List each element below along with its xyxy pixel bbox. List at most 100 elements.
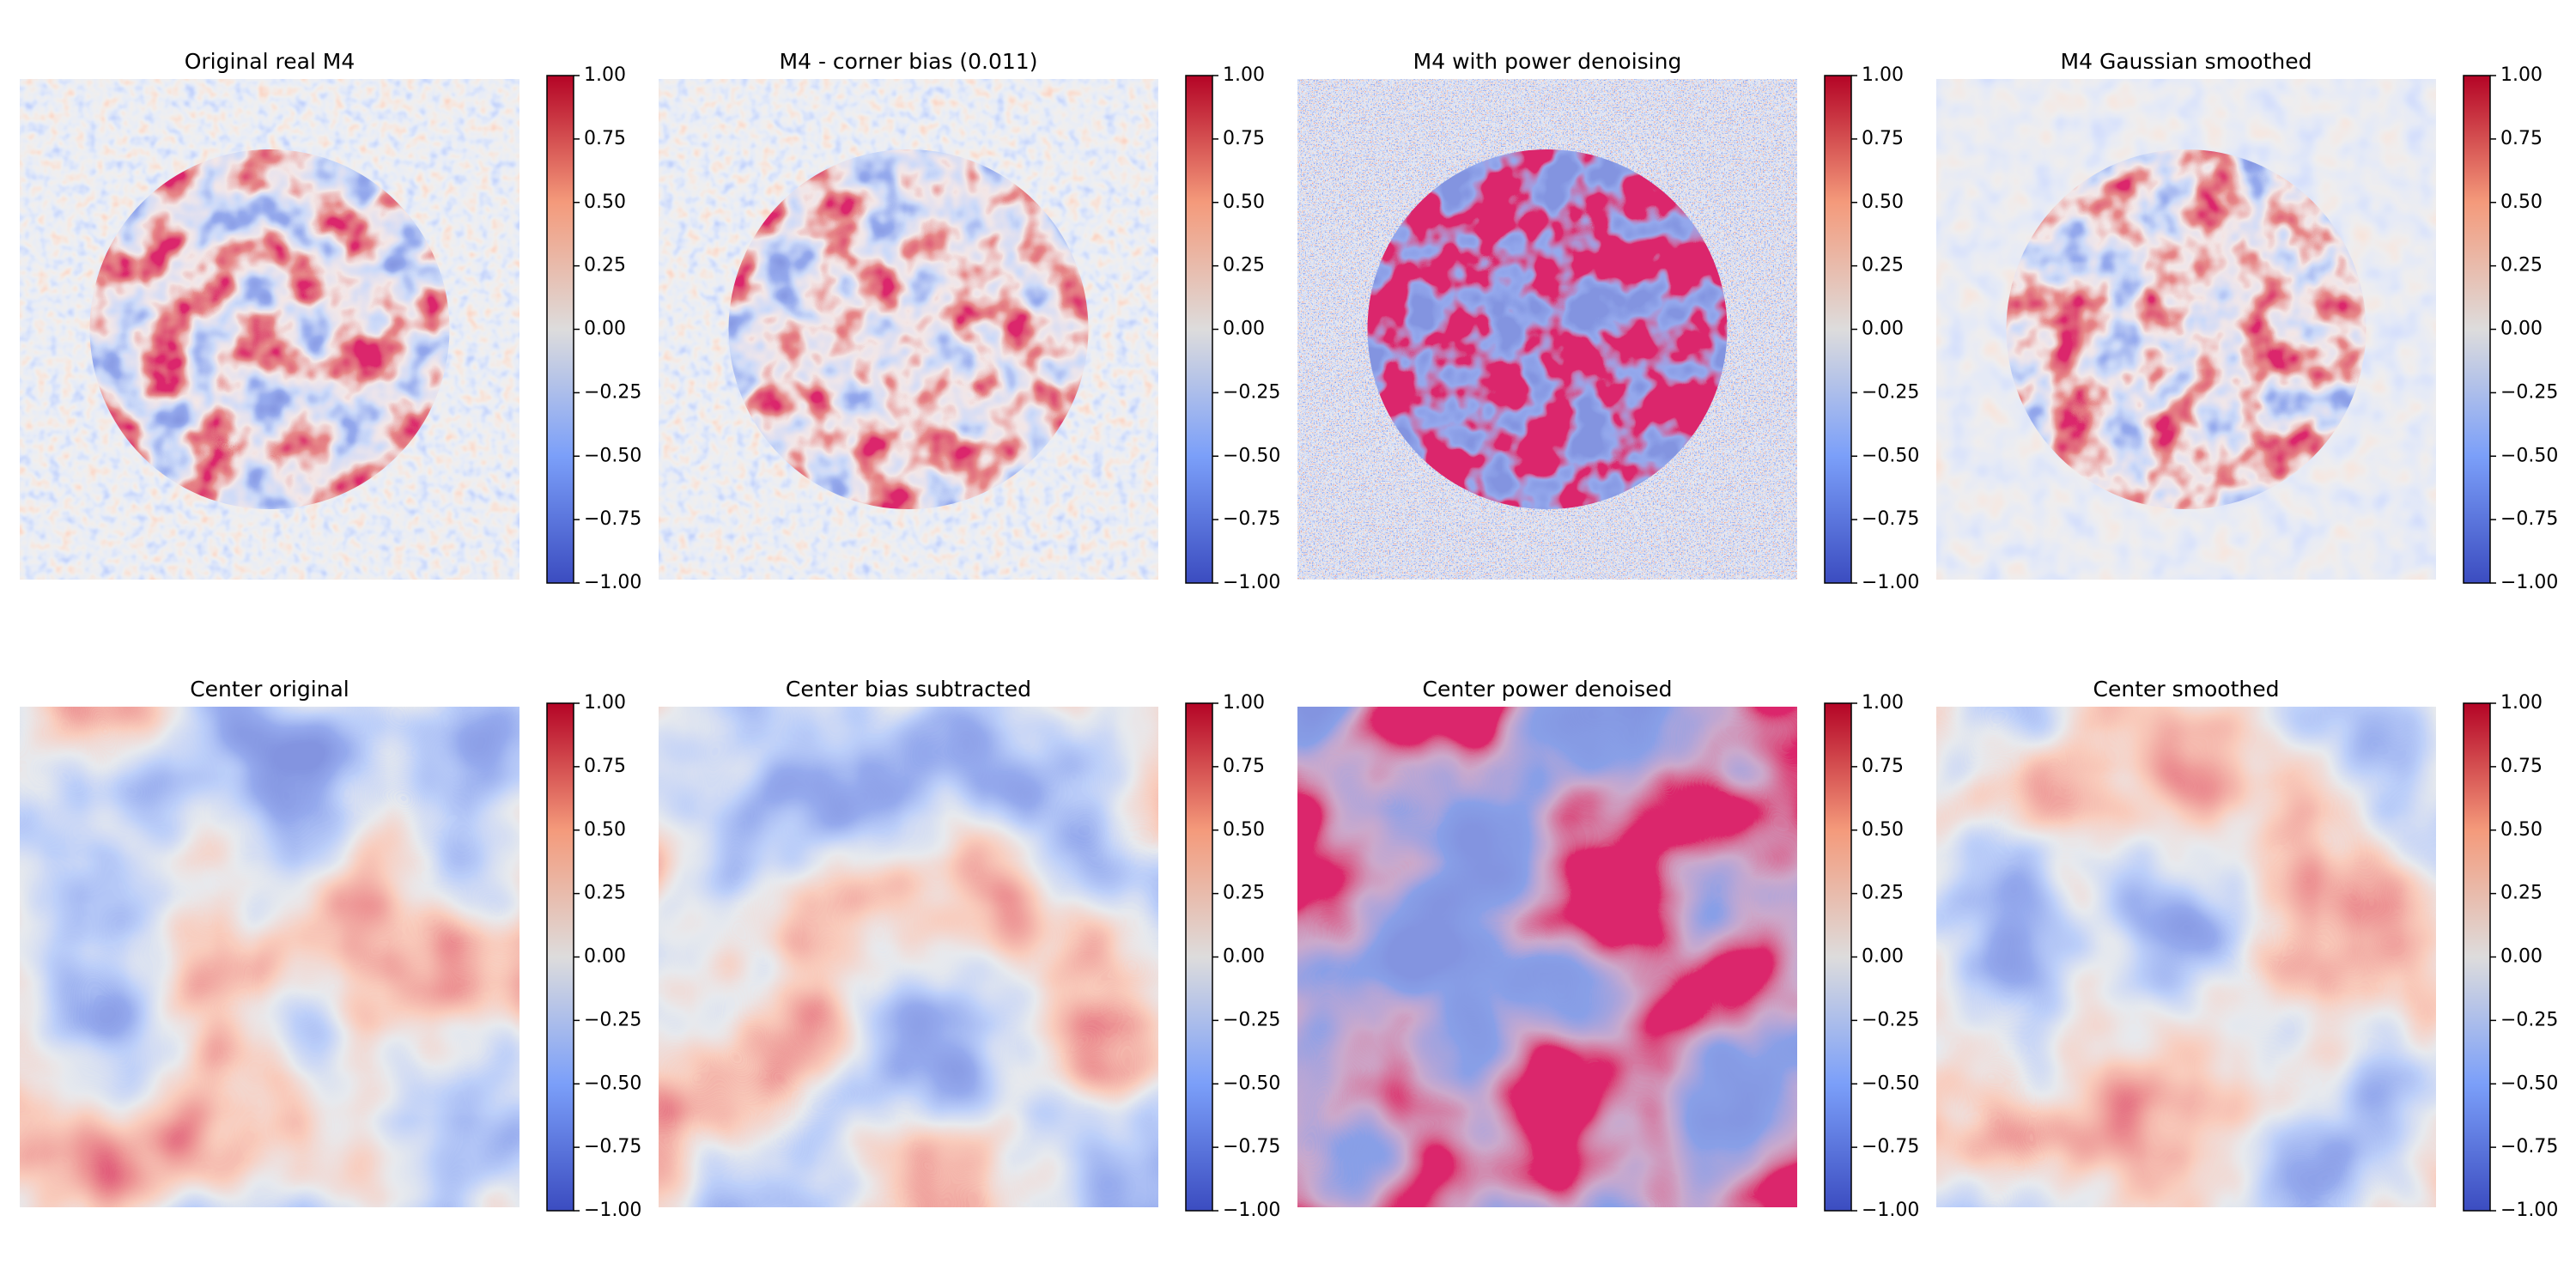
- panel: Center power denoised 1.00 0.75 0.50 0.25 0.0…: [1297, 677, 1919, 1221]
- colorbar-tick-label: 0.75: [584, 128, 626, 149]
- panel-title: M4 - corner bias (0.011): [780, 49, 1038, 74]
- colorbar-tick-label: −0.75: [2500, 1136, 2558, 1157]
- colorbar-tick-label: 0.00: [1223, 946, 1265, 968]
- colorbar-tick-label: 0.75: [1862, 128, 1904, 149]
- colorbar-tick-label: 0.25: [584, 883, 626, 904]
- heatmap-disk: [728, 149, 1089, 510]
- panel-title: Center smoothed: [2093, 677, 2280, 702]
- colorbar-tick-label: 0.25: [1223, 883, 1265, 904]
- panel-title: M4 Gaussian smoothed: [2061, 49, 2312, 74]
- heatmap-field: [1936, 707, 2436, 1207]
- colorbar-tick-label: −0.50: [1862, 1072, 1919, 1094]
- colorbar-tick-label: 0.75: [1223, 128, 1265, 149]
- colorbar-tick-label: 0.25: [1223, 255, 1265, 276]
- colorbar-tick-label: 0.25: [2500, 255, 2543, 276]
- colorbar-tick-label: −0.50: [2500, 445, 2558, 466]
- colorbar-tick-label: −0.75: [2500, 508, 2558, 530]
- colorbar-tick-label: 1.00: [2500, 692, 2543, 714]
- colorbar-tick-label: −0.50: [2500, 1072, 2558, 1094]
- colorbar-tick-label: 1.00: [584, 64, 626, 86]
- panel-title: M4 with power denoising: [1413, 49, 1682, 74]
- colorbar-tick-label: −0.75: [1223, 1136, 1280, 1157]
- heatmap-image: [1936, 707, 2436, 1207]
- colorbar-tick-label: 0.25: [584, 255, 626, 276]
- colorbar-tick-label: −1.00: [584, 572, 641, 593]
- colorbar-tick-label: 0.00: [1862, 946, 1904, 968]
- colorbar-tick-label: 0.50: [584, 191, 626, 213]
- colorbar-tick-label: 0.50: [1862, 191, 1904, 213]
- colorbar-tick-label: 0.25: [2500, 883, 2543, 904]
- colorbar-tick-label: 0.25: [1862, 883, 1904, 904]
- colorbar-tick-label: −0.25: [1223, 381, 1280, 403]
- colorbar-tick-label: 1.00: [584, 692, 626, 714]
- heatmap-disk: [89, 149, 450, 510]
- heatmap-field: [1297, 707, 1797, 1207]
- colorbar-tick-label: 0.50: [1223, 191, 1265, 213]
- heatmap-disk: [1367, 149, 1728, 510]
- colorbar-tick-label: −0.25: [2500, 1009, 2558, 1030]
- colorbar: [1824, 75, 1852, 584]
- colorbar-tick-label: 0.75: [1862, 756, 1904, 777]
- heatmap-field: [659, 707, 1158, 1207]
- colorbar-tick-label: −0.50: [584, 445, 641, 466]
- colorbar-tick-label: 0.50: [584, 819, 626, 841]
- heatmap-image: [1936, 79, 2436, 580]
- colorbar-tick-label: 0.50: [1862, 819, 1904, 841]
- panel-title: Center original: [190, 677, 349, 702]
- panel: M4 with power denoising 1.00 0.75 0.50 0.25 0…: [1297, 49, 1919, 593]
- colorbar-tick-label: 0.50: [2500, 191, 2543, 213]
- colorbar-tick-label: 0.00: [1862, 319, 1904, 340]
- colorbar-tick-label: −0.50: [584, 1072, 641, 1094]
- panel-title: Center power denoised: [1423, 677, 1673, 702]
- panel: M4 Gaussian smoothed 1.00 0.75 0.50 0.25 0.00…: [1936, 49, 2558, 593]
- panel: Center smoothed 1.00 0.75 0.50 0.25 0.00 −0.25…: [1936, 677, 2558, 1221]
- colorbar-tick-label: −0.25: [1862, 1009, 1919, 1030]
- colorbar-tick-label: 0.00: [2500, 946, 2543, 968]
- colorbar-tick-label: −0.50: [1862, 445, 1919, 466]
- colorbar-tick-label: −1.00: [1223, 1200, 1280, 1221]
- colorbar-tick-label: −0.25: [584, 381, 641, 403]
- colorbar-tick-label: −1.00: [2500, 1200, 2558, 1221]
- colorbar-tick-label: −0.75: [584, 508, 641, 530]
- colorbar-tick-label: 1.00: [1862, 692, 1904, 714]
- colorbar-tick-label: −0.25: [2500, 381, 2558, 403]
- colorbar-tick-label: −0.25: [1223, 1009, 1280, 1030]
- colorbar-tick-label: −0.25: [1862, 381, 1919, 403]
- colorbar-tick-label: 1.00: [1862, 64, 1904, 86]
- colorbar: [1185, 75, 1213, 584]
- colorbar: [2463, 702, 2491, 1212]
- colorbar-tick-label: 1.00: [1223, 64, 1265, 86]
- colorbar-tick-label: −0.75: [1862, 1136, 1919, 1157]
- panel: Center bias subtracted 1.00 0.75 0.50 0.25 0.…: [659, 677, 1280, 1221]
- colorbar-tick-label: −1.00: [1862, 572, 1919, 593]
- colorbar-tick-label: −1.00: [1223, 572, 1280, 593]
- heatmap-image: [20, 707, 519, 1207]
- colorbar-tick-label: 0.75: [584, 756, 626, 777]
- colorbar: [546, 75, 574, 584]
- heatmap-field: [20, 707, 519, 1207]
- colorbar-tick-label: 0.00: [2500, 319, 2543, 340]
- colorbar-tick-label: 1.00: [2500, 64, 2543, 86]
- colorbar: [1185, 702, 1213, 1212]
- colorbar-tick-label: 0.00: [584, 946, 626, 968]
- colorbar-tick-label: −0.25: [584, 1009, 641, 1030]
- colorbar: [1824, 702, 1852, 1212]
- colorbar-tick-label: 0.50: [2500, 819, 2543, 841]
- colorbar-tick-label: −0.75: [584, 1136, 641, 1157]
- colorbar-tick-label: −1.00: [584, 1200, 641, 1221]
- colorbar-tick-label: 1.00: [1223, 692, 1265, 714]
- heatmap-image: [1297, 79, 1797, 580]
- colorbar-tick-label: −1.00: [1862, 1200, 1919, 1221]
- colorbar-tick-label: −0.75: [1862, 508, 1919, 530]
- colorbar-tick-label: −0.50: [1223, 445, 1280, 466]
- heatmap-image: [1297, 707, 1797, 1207]
- colorbar-tick-label: 0.75: [1223, 756, 1265, 777]
- panel: M4 - corner bias (0.011) 1.00 0.75 0.50 0.25…: [659, 49, 1280, 593]
- colorbar-tick-label: 0.50: [1223, 819, 1265, 841]
- colorbar: [2463, 75, 2491, 584]
- panel-title: Original real M4: [185, 49, 355, 74]
- colorbar-tick-label: 0.25: [1862, 255, 1904, 276]
- colorbar-tick-label: −0.75: [1223, 508, 1280, 530]
- panel: Original real M4 1.00 0.75 0.50 0.25 0.00 −0.2…: [20, 49, 641, 593]
